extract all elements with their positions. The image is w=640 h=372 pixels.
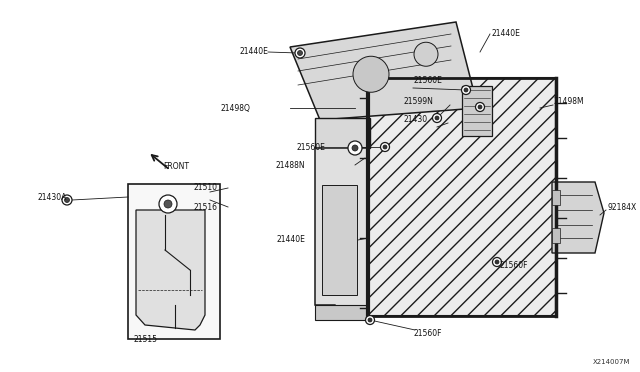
Text: X214007M: X214007M [593, 359, 630, 365]
Bar [368, 78, 556, 316]
Bar [128, 184, 220, 339]
Circle shape [383, 145, 387, 149]
Circle shape [478, 105, 482, 109]
Polygon shape [315, 305, 368, 320]
Text: 21560E: 21560E [413, 76, 442, 85]
Polygon shape [136, 210, 205, 330]
Text: 21430: 21430 [403, 115, 427, 125]
Circle shape [414, 42, 438, 66]
Text: 21510: 21510 [194, 183, 218, 192]
Circle shape [464, 88, 468, 92]
Circle shape [65, 198, 70, 202]
Polygon shape [315, 148, 368, 318]
Text: 21560F: 21560F [500, 260, 529, 269]
Text: FRONT: FRONT [163, 162, 189, 171]
Text: 21440E: 21440E [276, 235, 305, 244]
Circle shape [159, 195, 177, 213]
Circle shape [368, 318, 372, 322]
Text: 92184X: 92184X [607, 203, 636, 212]
Text: 21488N: 21488N [275, 160, 305, 170]
Text: 21498Q: 21498Q [220, 103, 250, 112]
Text: 21440E: 21440E [492, 29, 521, 38]
Circle shape [352, 145, 358, 151]
Circle shape [348, 141, 362, 155]
Bar [462, 86, 492, 136]
Bar [552, 228, 560, 243]
Circle shape [461, 86, 470, 94]
Text: 21560F: 21560F [414, 328, 442, 337]
Circle shape [495, 260, 499, 264]
Text: 21560E: 21560E [296, 142, 325, 151]
Polygon shape [552, 182, 604, 253]
Circle shape [295, 48, 305, 58]
Circle shape [365, 315, 374, 324]
Text: 21515: 21515 [133, 336, 157, 344]
Text: 21430A: 21430A [38, 193, 67, 202]
Circle shape [298, 51, 303, 55]
Text: 21599N: 21599N [403, 97, 433, 106]
Bar [322, 185, 357, 295]
Text: 21440E: 21440E [239, 48, 268, 57]
Circle shape [381, 142, 390, 151]
Text: 21498M: 21498M [553, 97, 584, 106]
Bar [368, 78, 556, 316]
Polygon shape [290, 22, 478, 120]
Polygon shape [315, 118, 370, 148]
Bar [552, 190, 560, 205]
Circle shape [476, 103, 484, 112]
Text: 21516: 21516 [194, 202, 218, 212]
Circle shape [353, 56, 389, 92]
Circle shape [433, 113, 442, 122]
Circle shape [62, 195, 72, 205]
Circle shape [435, 116, 439, 120]
Circle shape [164, 200, 172, 208]
Circle shape [493, 257, 502, 266]
